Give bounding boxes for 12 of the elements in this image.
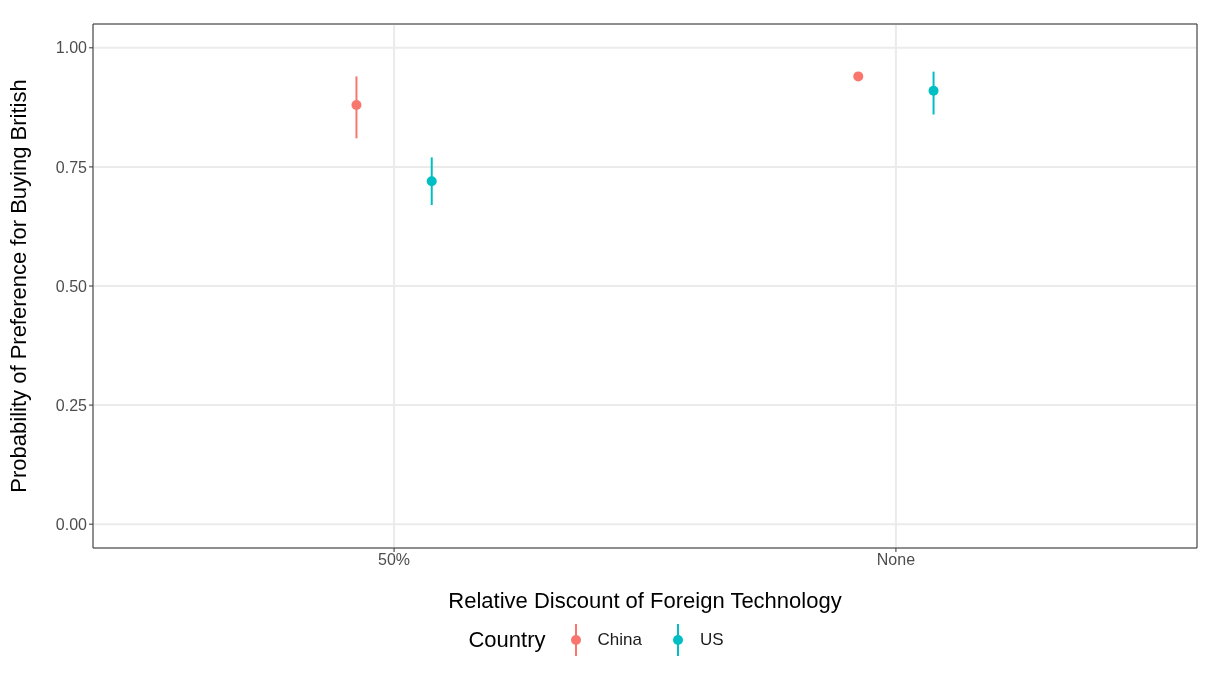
- y-axis-title: Probability of Preference for Buying British: [5, 79, 31, 493]
- y-tick-label: 0.75: [55, 158, 88, 176]
- x-tick-label: None: [876, 551, 916, 569]
- legend-label: US: [699, 630, 724, 650]
- legend-title: Country: [468, 627, 546, 653]
- x-tick-label: 50%: [378, 551, 411, 569]
- y-tick-label: 0.00: [55, 515, 88, 533]
- y-tick-label: 0.25: [55, 396, 88, 414]
- y-tick-label: 1.00: [55, 39, 88, 57]
- legend-label: China: [597, 630, 642, 650]
- y-tick-label: 0.50: [55, 277, 88, 295]
- x-axis-title: Relative Discount of Foreign Technology: [448, 588, 842, 613]
